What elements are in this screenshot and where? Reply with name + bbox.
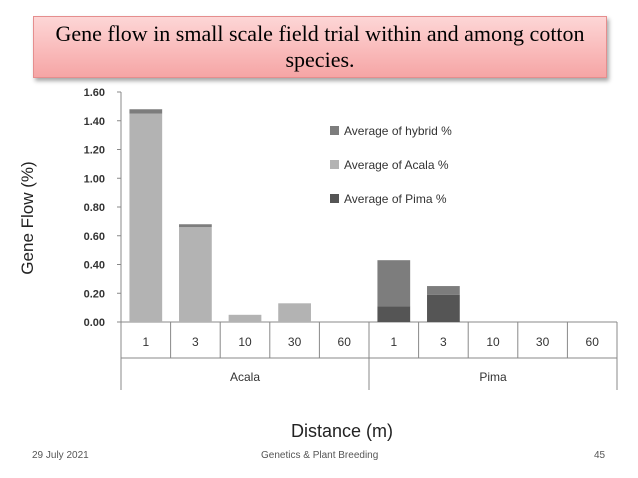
y-tick-label: 0.40 [84, 260, 105, 272]
footer-date: 29 July 2021 [32, 450, 89, 461]
x-tick-label: 1 [390, 335, 397, 349]
y-tick-label: 1.00 [84, 173, 105, 185]
y-tick-label: 0.80 [84, 202, 105, 214]
x-tick-label: 1 [142, 335, 149, 349]
x-tick-label: 3 [440, 335, 447, 349]
x-tick-label: 3 [192, 335, 199, 349]
x-tick-label: 30 [536, 335, 550, 349]
legend-label: Average of Pima % [344, 192, 447, 206]
bar-segment [228, 314, 262, 322]
legend-swatch [330, 194, 339, 203]
legend-swatch [330, 160, 339, 169]
bar-segment [278, 303, 311, 322]
bar-segment [427, 286, 460, 295]
bar-segment [179, 224, 212, 228]
y-tick-label: 1.40 [84, 116, 105, 128]
bar-segment [377, 306, 411, 322]
bar-segment [427, 294, 460, 322]
bar-segment [179, 227, 212, 322]
legend-label: Average of hybrid % [344, 124, 452, 138]
slide-title: Gene flow in small scale field trial wit… [33, 16, 607, 78]
y-tick-label: 0.20 [84, 288, 105, 300]
footer-center-text: Genetics & Plant Breeding [261, 450, 379, 461]
x-group-label: Pima [479, 370, 507, 384]
x-tick-label: 10 [486, 335, 500, 349]
x-axis-title: Distance (m) [291, 421, 393, 441]
bar-segment [129, 113, 163, 322]
x-tick-label: 30 [288, 335, 302, 349]
legend-label: Average of Acala % [344, 158, 449, 172]
page-number: 45 [594, 450, 606, 461]
y-tick-label: 0.60 [84, 231, 105, 243]
y-tick-label: 0.00 [84, 317, 105, 329]
x-tick-label: 60 [586, 335, 600, 349]
bar-segment [377, 260, 411, 307]
legend-swatch [330, 126, 339, 135]
x-tick-label: 60 [338, 335, 352, 349]
bar-segment [129, 109, 163, 114]
x-group-label: Acala [230, 370, 260, 384]
x-tick-label: 10 [238, 335, 252, 349]
y-axis-title: Gene Flow (%) [18, 161, 37, 274]
y-tick-label: 1.60 [84, 87, 105, 99]
y-tick-label: 1.20 [84, 145, 105, 157]
